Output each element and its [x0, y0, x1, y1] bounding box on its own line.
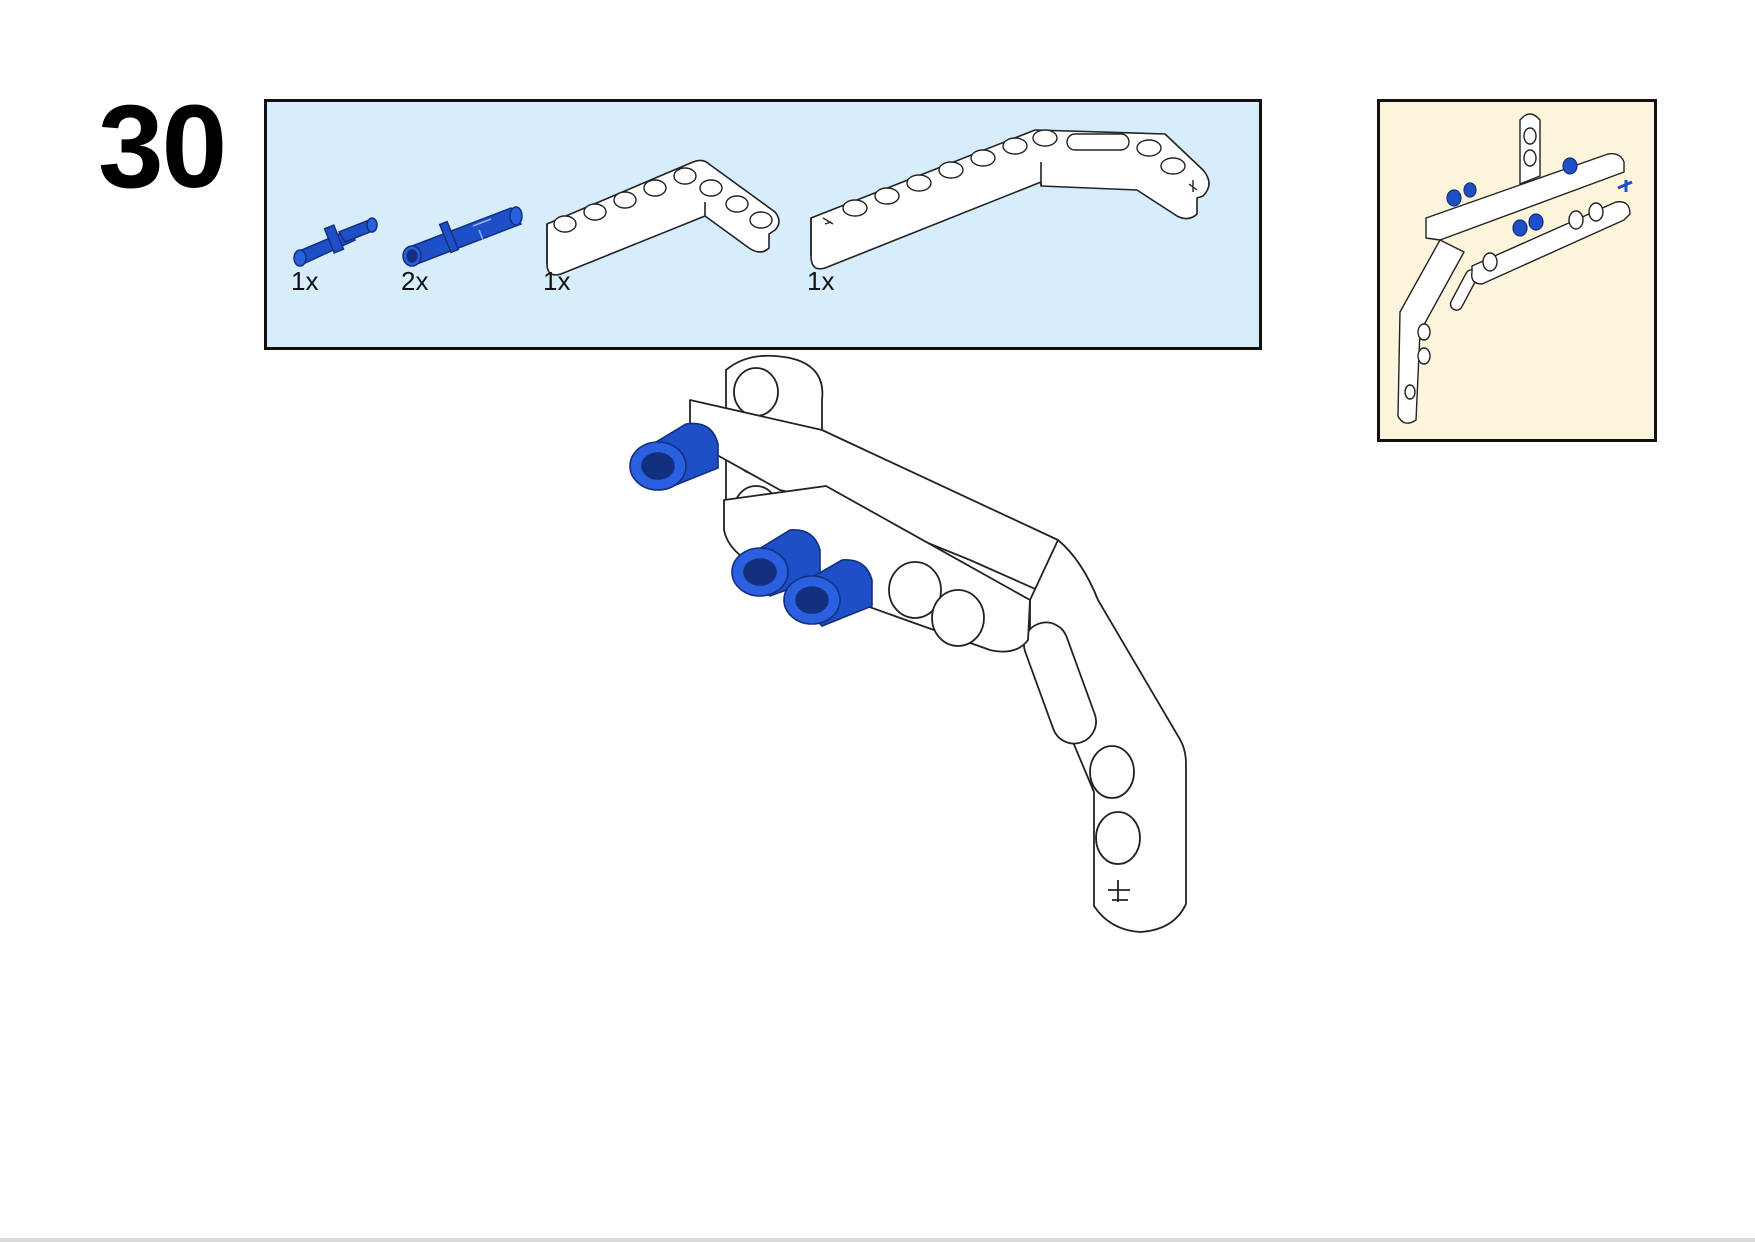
l-shape-beam-icon — [546, 159, 780, 276]
part-quantity: 1x — [291, 266, 319, 296]
part-friction-pin: 1x — [289, 212, 389, 296]
part-quantity: 2x — [401, 266, 429, 296]
part-l-shape-beam: 1x — [543, 152, 793, 296]
friction-pin-icon — [293, 217, 378, 267]
parts-list-panel: 1x 2x — [264, 99, 1262, 350]
part-long-pin: 2x — [401, 202, 531, 296]
submodel-preview-image — [1397, 113, 1633, 424]
part-quantity: 1x — [543, 266, 571, 296]
submodel-preview-panel — [1377, 99, 1657, 442]
part-quantity: 1x — [807, 266, 835, 296]
bent-beam-icon — [810, 129, 1210, 270]
part-bent-beam: 1x — [805, 122, 1245, 296]
step-number: 30 — [98, 81, 227, 213]
long-pin-icon — [402, 206, 523, 267]
page-bottom-rule — [0, 1238, 1755, 1242]
